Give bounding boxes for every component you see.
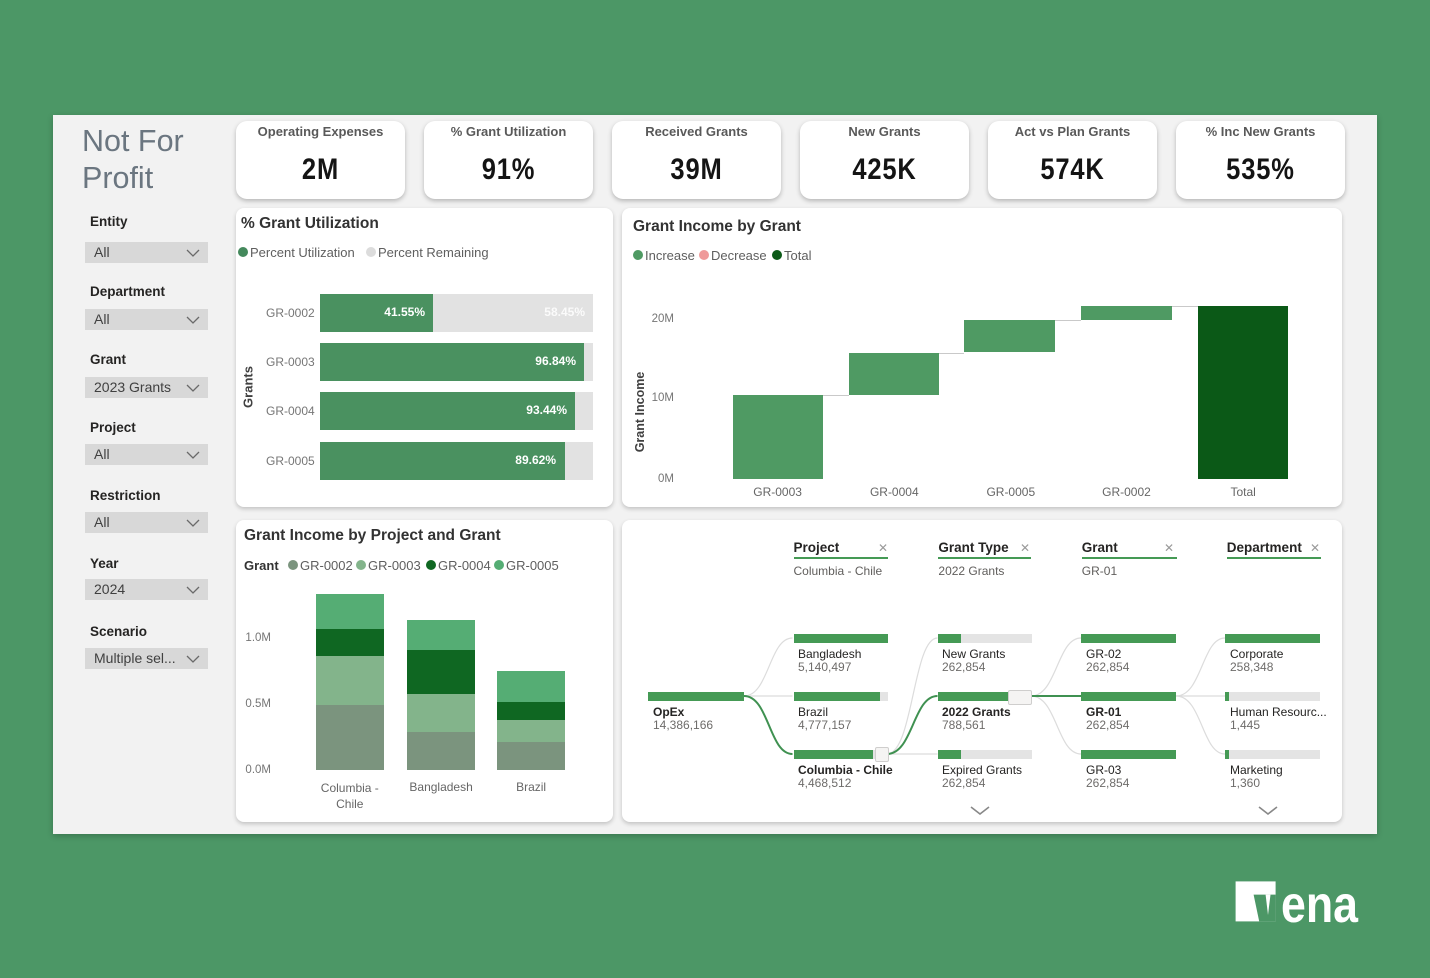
svg-text:ena: ena <box>1281 876 1359 934</box>
